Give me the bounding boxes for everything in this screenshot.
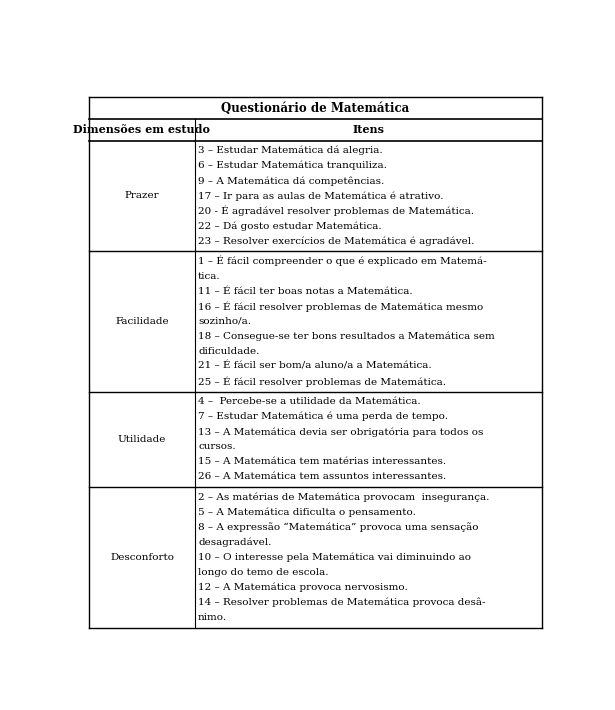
Text: 15 – A Matemática tem matérias interessantes.: 15 – A Matemática tem matérias interessa… <box>198 457 446 466</box>
Text: desagradável.: desagradável. <box>198 537 271 547</box>
Text: cursos.: cursos. <box>198 442 236 452</box>
Text: 16 – É fácil resolver problemas de Matemática mesmo: 16 – É fácil resolver problemas de Matem… <box>198 301 483 312</box>
Text: 6 – Estudar Matemática tranquiliza.: 6 – Estudar Matemática tranquiliza. <box>198 161 387 170</box>
Text: 3 – Estudar Matemática dá alegria.: 3 – Estudar Matemática dá alegria. <box>198 146 383 155</box>
Text: Questionário de Matemática: Questionário de Matemática <box>221 102 410 115</box>
Text: 5 – A Matemática dificulta o pensamento.: 5 – A Matemática dificulta o pensamento. <box>198 508 416 517</box>
Text: Facilidade: Facilidade <box>115 317 169 326</box>
Text: 8 – A expressão “Matemática” provoca uma sensação: 8 – A expressão “Matemática” provoca uma… <box>198 523 478 532</box>
Text: 23 – Resolver exercícios de Matemática é agradável.: 23 – Resolver exercícios de Matemática é… <box>198 236 474 246</box>
Text: 21 – É fácil ser bom/a aluno/a a Matemática.: 21 – É fácil ser bom/a aluno/a a Matemát… <box>198 362 432 371</box>
Text: 25 – É fácil resolver problemas de Matemática.: 25 – É fácil resolver problemas de Matem… <box>198 376 446 387</box>
Text: Prazer: Prazer <box>125 191 159 200</box>
Text: 7 – Estudar Matemática é uma perda de tempo.: 7 – Estudar Matemática é uma perda de te… <box>198 412 448 422</box>
Text: Utilidade: Utilidade <box>118 435 166 444</box>
Text: Dimensões em estudo: Dimensões em estudo <box>74 124 210 136</box>
Text: 2 – As matérias de Matemática provocam  insegurança.: 2 – As matérias de Matemática provocam i… <box>198 492 490 502</box>
Text: 22 – Dá gosto estudar Matemática.: 22 – Dá gosto estudar Matemática. <box>198 221 382 231</box>
Text: dificuldade.: dificuldade. <box>198 347 260 356</box>
Text: 4 –  Percebe-se a utilidade da Matemática.: 4 – Percebe-se a utilidade da Matemática… <box>198 397 421 406</box>
Text: 11 – É fácil ter boas notas a Matemática.: 11 – É fácil ter boas notas a Matemática… <box>198 287 413 295</box>
Text: 9 – A Matemática dá competências.: 9 – A Matemática dá competências. <box>198 176 384 185</box>
Text: longo do temo de escola.: longo do temo de escola. <box>198 568 328 577</box>
Text: 1 – É fácil compreender o que é explicado em Matemá-: 1 – É fácil compreender o que é explicad… <box>198 256 486 266</box>
Text: 10 – O interesse pela Matemática vai diminuindo ao: 10 – O interesse pela Matemática vai dim… <box>198 552 471 562</box>
Text: 14 – Resolver problemas de Matemática provoca desâ-: 14 – Resolver problemas de Matemática pr… <box>198 598 486 607</box>
Text: 26 – A Matemática tem assuntos interessantes.: 26 – A Matemática tem assuntos interessa… <box>198 472 446 481</box>
Text: 17 – Ir para as aulas de Matemática é atrativo.: 17 – Ir para as aulas de Matemática é at… <box>198 191 443 200</box>
Text: nimo.: nimo. <box>198 613 227 622</box>
Text: sozinho/a.: sozinho/a. <box>198 317 251 326</box>
Text: 20 - É agradável resolver problemas de Matemática.: 20 - É agradável resolver problemas de M… <box>198 206 474 216</box>
Text: 13 – A Matemática devia ser obrigatória para todos os: 13 – A Matemática devia ser obrigatória … <box>198 427 483 437</box>
Text: Desconforto: Desconforto <box>110 553 174 562</box>
Text: 12 – A Matemática provoca nervosismo.: 12 – A Matemática provoca nervosismo. <box>198 583 408 592</box>
Text: Itens: Itens <box>352 124 384 136</box>
Text: 18 – Consegue-se ter bons resultados a Matemática sem: 18 – Consegue-se ter bons resultados a M… <box>198 332 495 341</box>
Text: tica.: tica. <box>198 272 221 280</box>
